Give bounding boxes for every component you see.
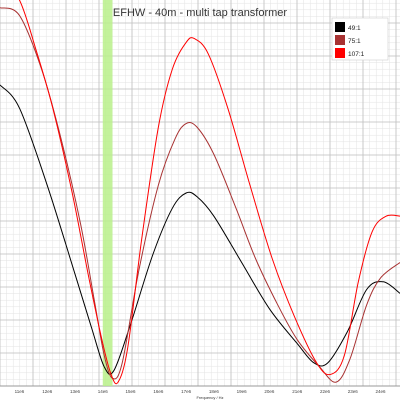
legend-label: 49:1 bbox=[348, 25, 361, 32]
x-tick-label: 15e6 bbox=[126, 389, 137, 394]
x-tick-label: 18e6 bbox=[209, 389, 220, 394]
legend-label: 75:1 bbox=[348, 38, 361, 45]
x-tick-label: 23e6 bbox=[348, 389, 359, 394]
x-tick-label: 24e6 bbox=[376, 389, 387, 394]
legend-swatch bbox=[335, 22, 345, 32]
chart-title: EFHW - 40m - multi tap transformer bbox=[113, 7, 288, 19]
x-tick-label: 21e6 bbox=[292, 389, 303, 394]
series-line-1 bbox=[0, 84, 400, 375]
x-tick-label: 13e6 bbox=[70, 389, 81, 394]
series-line-3 bbox=[18, 0, 400, 385]
grid-minor bbox=[0, 0, 400, 386]
legend-swatch bbox=[335, 48, 345, 58]
series-layer bbox=[0, 0, 400, 385]
x-tick-label: 20e6 bbox=[264, 389, 275, 394]
x-tick-label: 22e6 bbox=[320, 389, 331, 394]
legend-swatch bbox=[335, 35, 345, 45]
x-tick-label: 17e6 bbox=[181, 389, 192, 394]
x-axis-label: Frequency / Hz bbox=[196, 395, 223, 400]
x-tick-label: 19e6 bbox=[237, 389, 248, 394]
x-tick-label: 16e6 bbox=[153, 389, 164, 394]
legend: 49:1 75:1 107:1 bbox=[331, 17, 389, 61]
legend-label: 107:1 bbox=[348, 51, 365, 58]
series-line-2 bbox=[0, 7, 400, 383]
x-tick-labels: 11e6 12e6 13e6 14e6 15e6 16e6 17e6 18e6 19e6 20e6… bbox=[15, 389, 386, 394]
x-tick-label: 12e6 bbox=[42, 389, 53, 394]
highlight-band bbox=[102, 0, 113, 386]
grid-major bbox=[0, 0, 400, 387]
x-tick-label: 11e6 bbox=[15, 389, 25, 394]
x-tick-label: 14e6 bbox=[98, 389, 109, 394]
